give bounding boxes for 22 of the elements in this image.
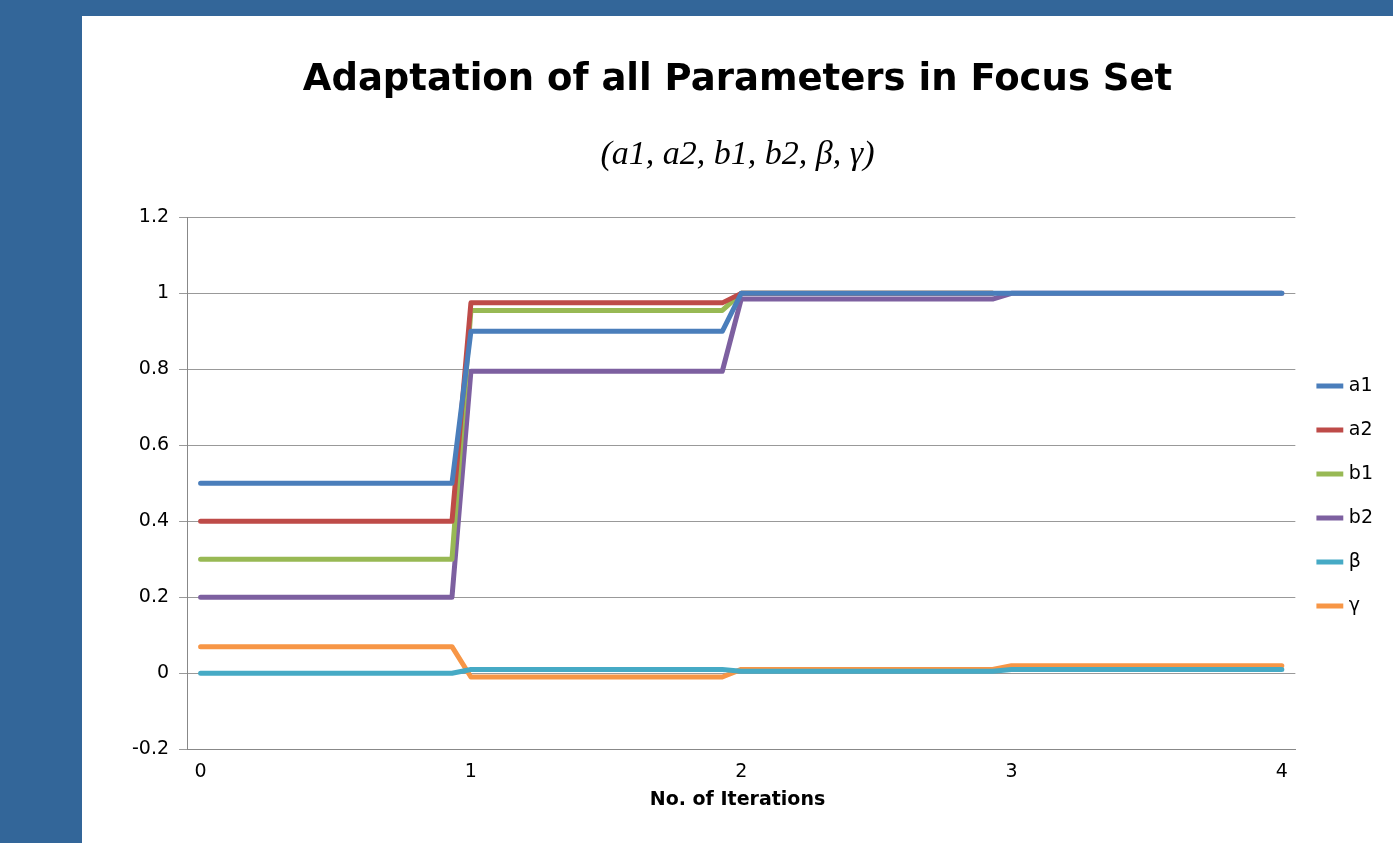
legend-label: b2 [1348, 504, 1374, 527]
legend-label: β [1348, 548, 1361, 571]
x-tick-label: 2 [735, 758, 748, 781]
legend-label: a2 [1348, 416, 1373, 439]
x-tick-label: 4 [1275, 758, 1288, 781]
y-tick-label: 1 [156, 280, 170, 303]
legend-label: γ [1348, 592, 1361, 615]
y-tick-label: 0 [156, 660, 170, 683]
y-tick-label: -0.2 [131, 736, 170, 759]
chart-title: Adaptation of all Parameters in Focus Set [301, 56, 1174, 99]
y-tick-label: 0.8 [138, 356, 170, 379]
y-tick-label: 0.4 [138, 508, 170, 531]
y-tick-label: 0.2 [138, 584, 170, 607]
legend-label: a1 [1348, 372, 1373, 395]
legend-label: b1 [1348, 460, 1374, 483]
chart-subtitle: (a1, a2, b1, b2, β, γ) [599, 134, 876, 172]
y-tick-label: 0.6 [138, 432, 170, 455]
x-tick-label: 0 [194, 758, 207, 781]
x-tick-label: 3 [1005, 758, 1018, 781]
x-axis-title: No. of Iterations [648, 787, 827, 809]
x-tick-label: 1 [464, 758, 477, 781]
y-tick-label: 1.2 [138, 204, 170, 227]
